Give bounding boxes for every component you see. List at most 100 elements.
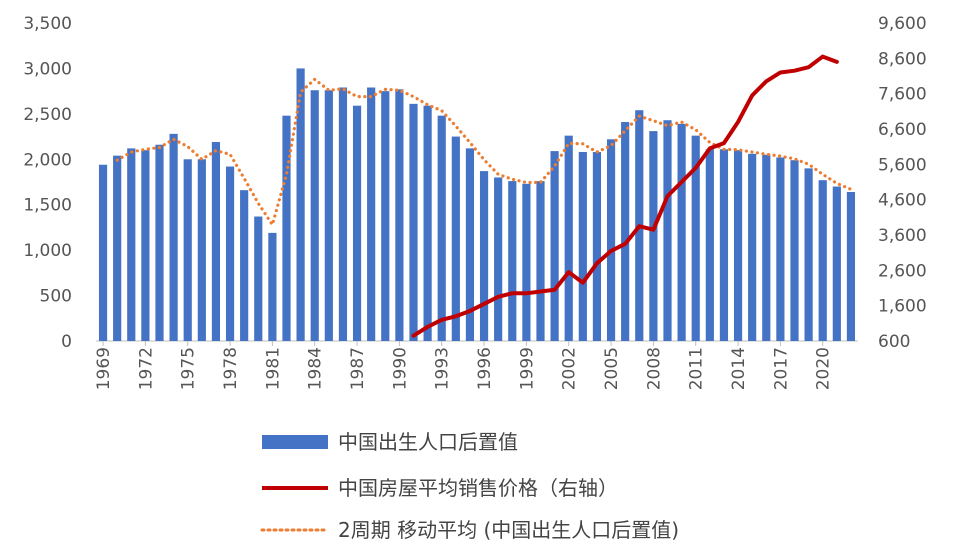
bar xyxy=(211,142,221,341)
y-left-tick-label: 1,000 xyxy=(23,241,72,261)
y-right-tick-label: 600 xyxy=(878,332,910,352)
bar xyxy=(197,159,206,341)
bar xyxy=(268,232,277,341)
bar xyxy=(564,135,573,341)
moving-average-line xyxy=(115,77,853,227)
bar xyxy=(621,122,630,341)
y-left-tick-label: 0 xyxy=(61,332,72,352)
bar xyxy=(169,133,178,341)
bar xyxy=(691,135,700,341)
y-right-tick-label: 1,600 xyxy=(878,297,927,317)
y-left-tick-label: 500 xyxy=(40,287,72,307)
y-left-tick-label: 1,500 xyxy=(23,196,72,216)
x-tick-label: 1996 xyxy=(475,347,495,390)
x-tick-label: 1975 xyxy=(179,347,199,390)
y-right-tick-label: 3,600 xyxy=(878,226,927,246)
y-left-tick-label: 2,000 xyxy=(23,150,72,170)
bar xyxy=(282,115,291,341)
bar xyxy=(127,148,136,341)
bar xyxy=(352,105,362,342)
bar xyxy=(592,152,602,341)
bar xyxy=(310,90,319,341)
x-tick-label: 1993 xyxy=(433,347,453,390)
price-series xyxy=(411,54,839,338)
bar xyxy=(663,120,672,341)
bar xyxy=(536,181,545,341)
legend: 中国出生人口后置值 中国房屋平均销售价格（右轴） 2周期 移动平均 (中国出生人… xyxy=(260,430,679,542)
y-right-tick-label: 4,600 xyxy=(878,191,927,211)
bar xyxy=(141,150,150,341)
bar xyxy=(606,139,616,341)
bar xyxy=(719,149,729,341)
bar xyxy=(818,180,827,341)
bar xyxy=(409,103,418,341)
x-tick-label: 2011 xyxy=(687,347,707,390)
bar xyxy=(381,91,390,341)
legend-label-bar: 中国出生人口后置值 xyxy=(338,430,518,454)
price-line xyxy=(411,54,839,338)
bar xyxy=(324,90,333,341)
bar xyxy=(508,181,517,341)
bar xyxy=(98,164,108,341)
bar xyxy=(155,144,164,341)
y-right-tick-label: 5,600 xyxy=(878,155,927,175)
bar xyxy=(225,166,235,341)
right-axis-ticks: 600 1,600 2,600 3,600 4,600 5,600 6,600 7,600 8,… xyxy=(878,14,927,352)
y-left-tick-label: 2,500 xyxy=(23,105,72,125)
bar xyxy=(183,159,192,341)
bar xyxy=(790,160,799,341)
x-tick-label: 1969 xyxy=(94,347,114,390)
bar xyxy=(733,150,743,341)
bar xyxy=(423,105,432,342)
bar xyxy=(762,154,771,341)
x-tick-label: 1987 xyxy=(348,347,368,390)
bar xyxy=(113,155,122,341)
legend-label-price: 中国房屋平均销售价格（右轴） xyxy=(338,476,618,500)
bar xyxy=(254,216,263,341)
moving-average-series xyxy=(115,77,853,227)
x-tick-label: 2017 xyxy=(771,347,791,390)
y-left-tick-label: 3,000 xyxy=(23,59,72,79)
bar xyxy=(832,186,841,341)
y-right-tick-label: 9,600 xyxy=(878,14,927,34)
x-tick-label: 2002 xyxy=(560,347,580,390)
x-tick-label: 1999 xyxy=(517,347,537,390)
bar xyxy=(578,152,587,341)
x-tick-label: 1972 xyxy=(136,347,156,390)
legend-swatch-bar xyxy=(262,435,328,449)
bar xyxy=(465,148,475,341)
y-right-tick-label: 8,600 xyxy=(878,49,927,69)
bar xyxy=(451,136,460,341)
bar xyxy=(367,87,376,341)
bar xyxy=(677,123,686,341)
bar xyxy=(846,191,856,341)
bar xyxy=(494,177,503,341)
x-tick-label: 2020 xyxy=(814,347,834,390)
x-axis-ticks: 1969 1972 1975 1978 1981 1984 1987 1990 1993 1996… xyxy=(94,341,834,390)
x-tick-label: 2005 xyxy=(602,347,622,390)
bar xyxy=(296,68,305,342)
bar xyxy=(479,171,489,341)
bar xyxy=(338,87,348,341)
bar xyxy=(240,190,249,341)
bar xyxy=(395,89,404,341)
x-tick-label: 1978 xyxy=(221,347,241,390)
bar xyxy=(550,151,559,341)
x-tick-label: 1984 xyxy=(306,347,326,390)
bar-series xyxy=(98,68,856,342)
bar xyxy=(437,115,446,341)
y-right-tick-label: 2,600 xyxy=(878,261,927,281)
y-left-tick-label: 3,500 xyxy=(23,14,72,34)
y-right-tick-label: 6,600 xyxy=(878,120,927,140)
y-right-tick-label: 7,600 xyxy=(878,85,927,105)
bar xyxy=(748,153,757,341)
legend-label-moving-average: 2周期 移动平均 (中国出生人口后置值) xyxy=(338,518,679,542)
bar xyxy=(649,131,658,341)
bar xyxy=(776,157,785,341)
x-tick-label: 2014 xyxy=(729,347,749,390)
bar xyxy=(804,168,813,341)
x-tick-label: 2008 xyxy=(644,347,664,390)
bar xyxy=(705,149,714,341)
x-tick-label: 1990 xyxy=(390,347,410,390)
